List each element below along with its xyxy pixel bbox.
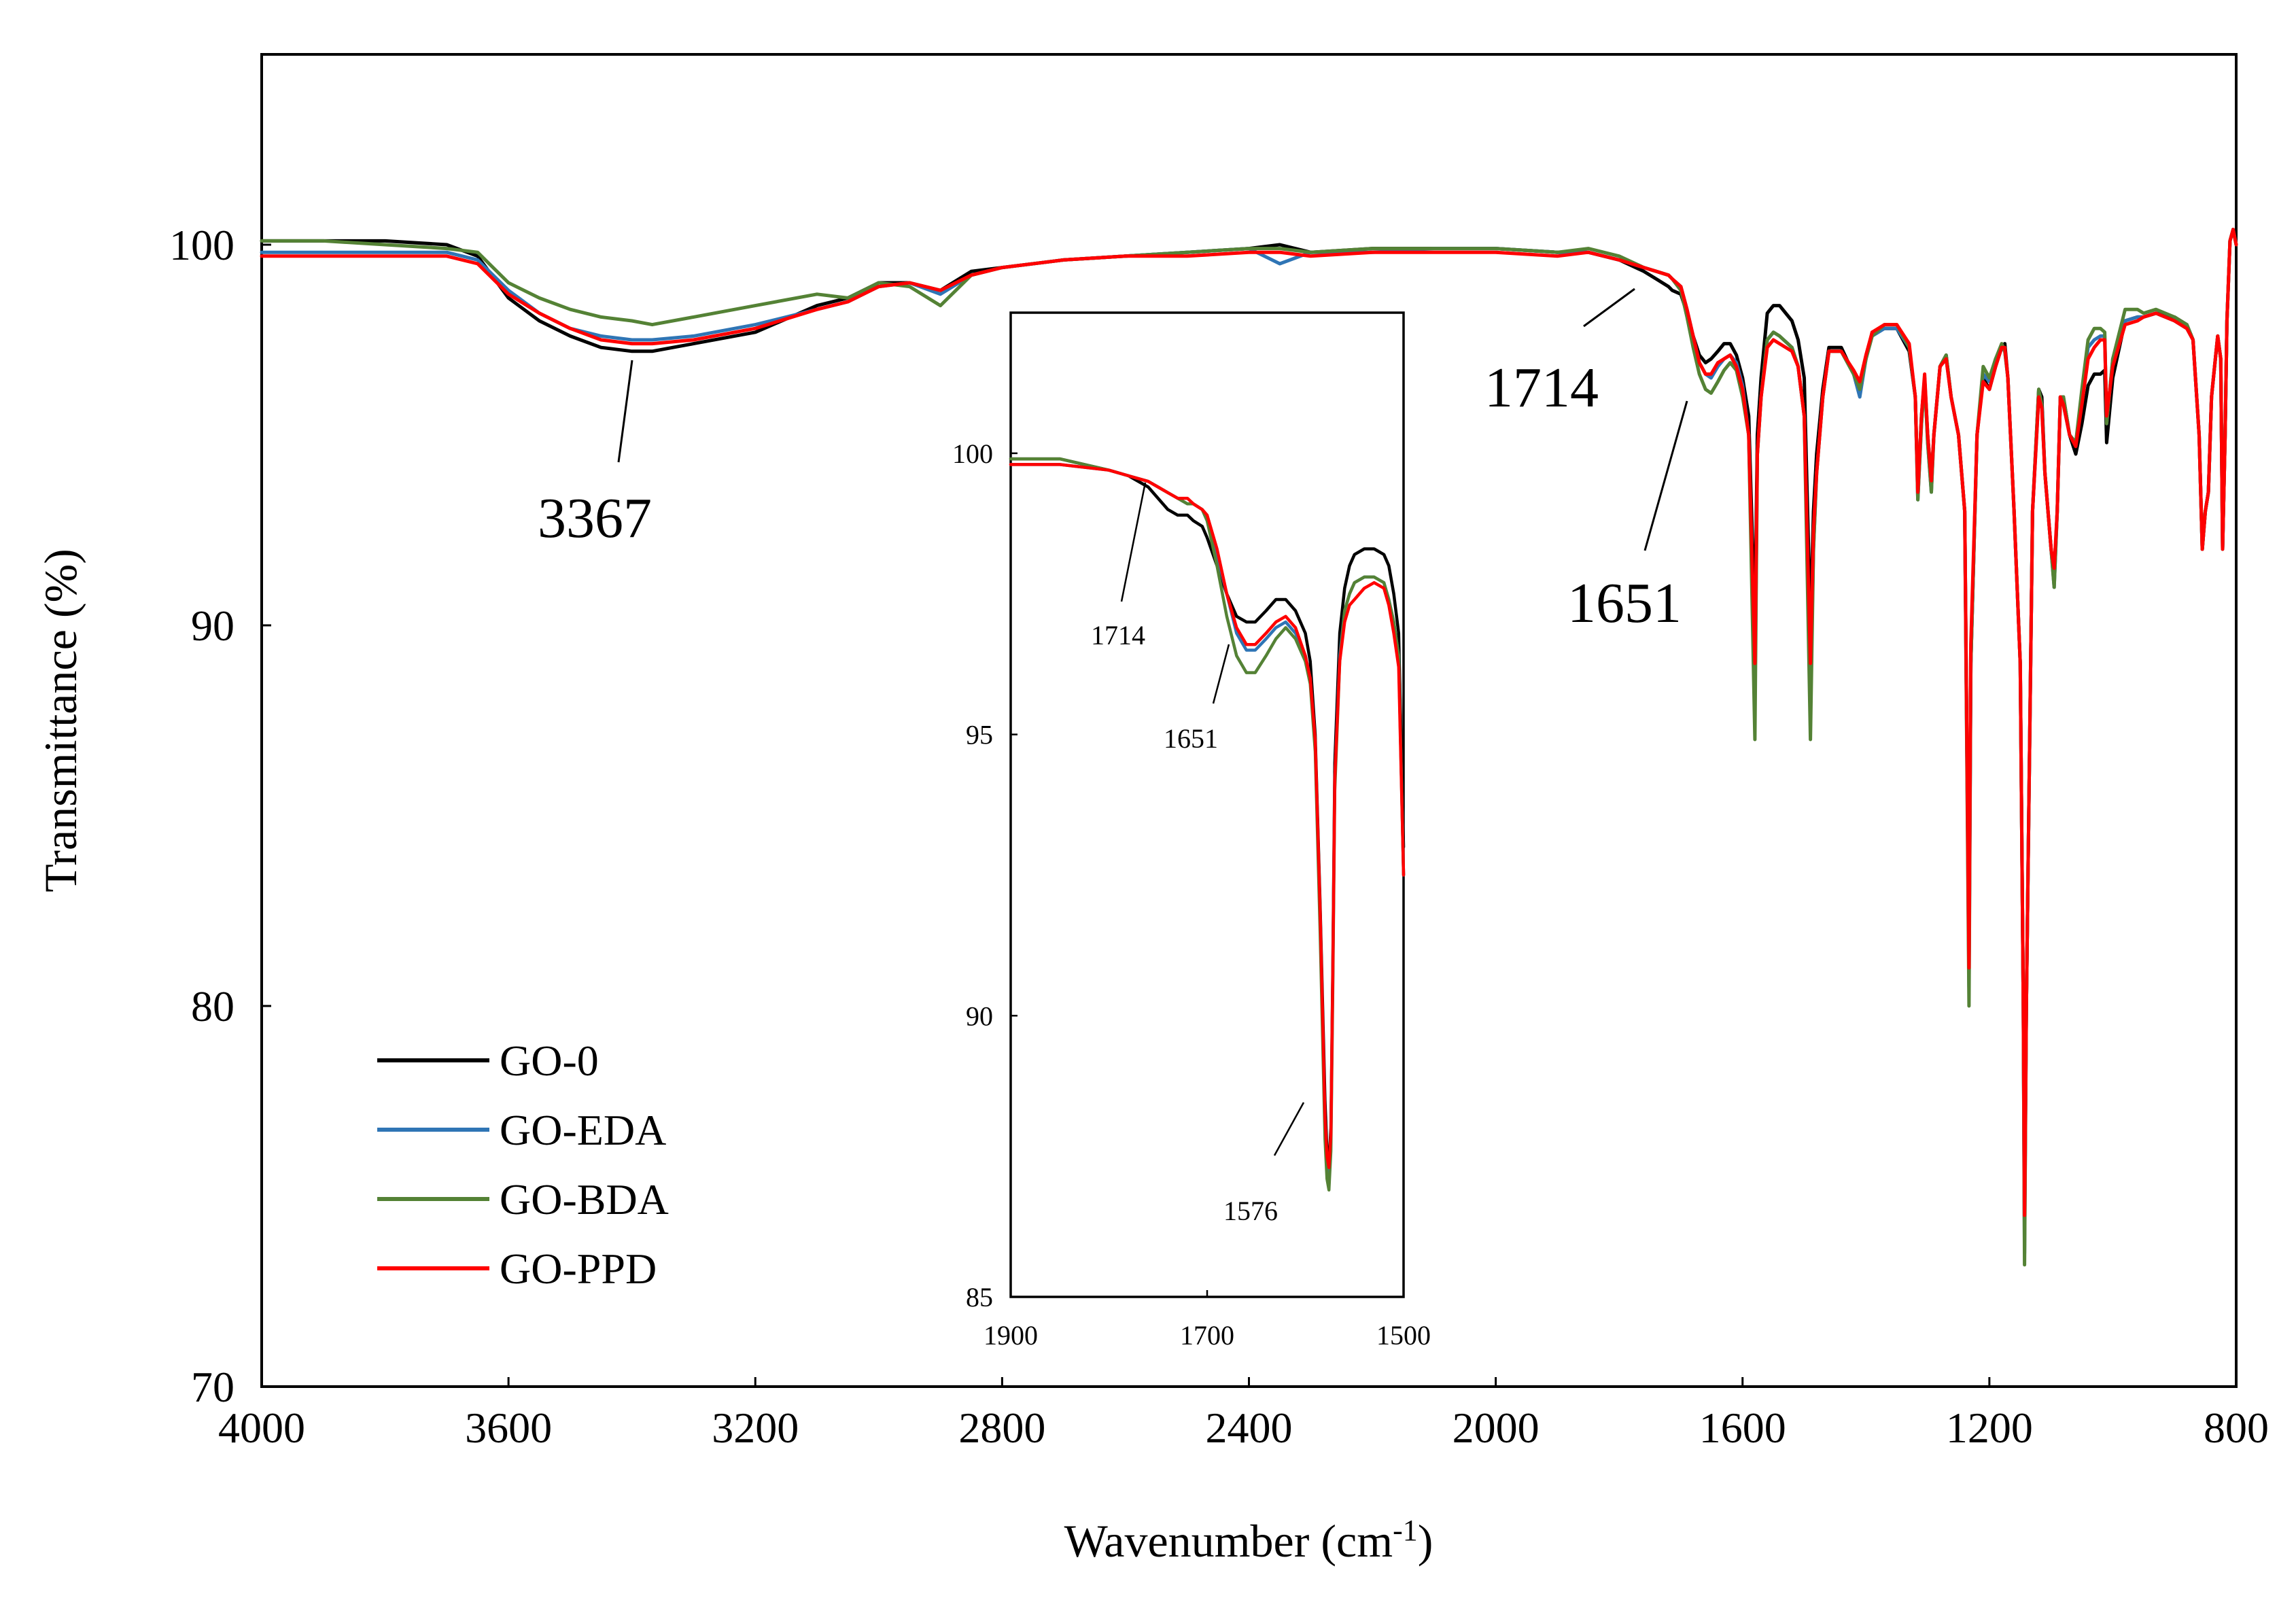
inset-annotation-1576-leader xyxy=(1273,1102,1305,1156)
inset-annotation-1651-leader xyxy=(1212,644,1230,704)
legend-label-go-bda: GO-BDA xyxy=(500,1175,669,1223)
main-series-line-go-ppd xyxy=(260,228,2238,1217)
main-series-group xyxy=(260,228,2238,1267)
main-x-tick-label-2800: 2800 xyxy=(958,1404,1045,1452)
main-x-tick-label-2000: 2000 xyxy=(1453,1404,1540,1452)
legend-label-go-ppd: GO-PPD xyxy=(500,1245,657,1293)
main-y-tick-label-90: 90 xyxy=(191,602,234,650)
main-x-tick-label-3600: 3600 xyxy=(465,1404,552,1452)
annotation-1651-label: 1651 xyxy=(1567,572,1682,635)
x-axis-title-text: Wavenumber (cm xyxy=(1064,1515,1393,1567)
main-y-tick-label-100: 100 xyxy=(169,221,234,269)
annotation-1714-leader xyxy=(1583,288,1635,328)
annotation-3367-label: 3367 xyxy=(538,487,652,550)
main-annotations: 3367 1714 1651 xyxy=(538,288,1688,635)
inset-annotation-1651-label: 1651 xyxy=(1164,723,1218,754)
inset-y-tick-label-95: 95 xyxy=(966,720,993,750)
inset-series-line-go-ppd xyxy=(1009,463,1406,1169)
inset-y-tick-label-100: 100 xyxy=(952,438,993,469)
annotation-1714-label: 1714 xyxy=(1484,356,1599,419)
legend-label-go-eda: GO-EDA xyxy=(500,1106,666,1154)
inset-annotation-1714-leader xyxy=(1120,482,1147,602)
inset-series-line-go-0 xyxy=(1009,457,1406,1164)
inset-x-tick-label-1500: 1500 xyxy=(1376,1320,1431,1351)
main-x-tick-label-3200: 3200 xyxy=(712,1404,799,1452)
inset-annotation-1576-label: 1576 xyxy=(1223,1196,1278,1226)
main-x-tick-label-2400: 2400 xyxy=(1206,1404,1293,1452)
main-y-tick-label-70: 70 xyxy=(191,1363,234,1411)
y-axis-title: Transmittance (%) xyxy=(35,549,86,892)
main-x-tick-label-800: 800 xyxy=(2204,1404,2269,1452)
main-tick-group: 4000 3600 3200 2800 2400 2000 1600 1200 800 70 80 9… xyxy=(169,221,2269,1452)
inset-y-tick-label-85: 85 xyxy=(966,1282,993,1313)
inset-annotations: 1714 1651 1576 xyxy=(1091,482,1305,1226)
main-x-tick-label-4000: 4000 xyxy=(218,1404,305,1452)
inset-y-tick-label-90: 90 xyxy=(966,1001,993,1031)
inset-series-group xyxy=(1009,457,1406,1192)
inset-tick-group: 1900 1700 1500 85 90 95 100 xyxy=(952,438,1431,1351)
x-axis-title-superscript: -1 xyxy=(1393,1514,1418,1547)
annotation-1651-leader xyxy=(1643,400,1688,551)
main-x-tick-label-1600: 1600 xyxy=(1699,1404,1786,1452)
main-x-tick-label-1200: 1200 xyxy=(1946,1404,2033,1452)
inset-annotation-1714-label: 1714 xyxy=(1091,620,1145,650)
inset-x-tick-label-1900: 1900 xyxy=(984,1320,1038,1351)
inset-x-tick-label-1700: 1700 xyxy=(1180,1320,1234,1351)
annotation-3367-leader xyxy=(617,360,633,463)
legend: GO-0 GO-EDA GO-BDA GO-PPD xyxy=(377,1037,669,1293)
inset-background xyxy=(1011,313,1404,1297)
x-axis-title-close: ) xyxy=(1418,1515,1433,1567)
x-axis-title: Wavenumber (cm-1) xyxy=(1064,1514,1433,1567)
legend-label-go-0: GO-0 xyxy=(500,1037,599,1085)
main-y-tick-label-80: 80 xyxy=(191,982,234,1030)
